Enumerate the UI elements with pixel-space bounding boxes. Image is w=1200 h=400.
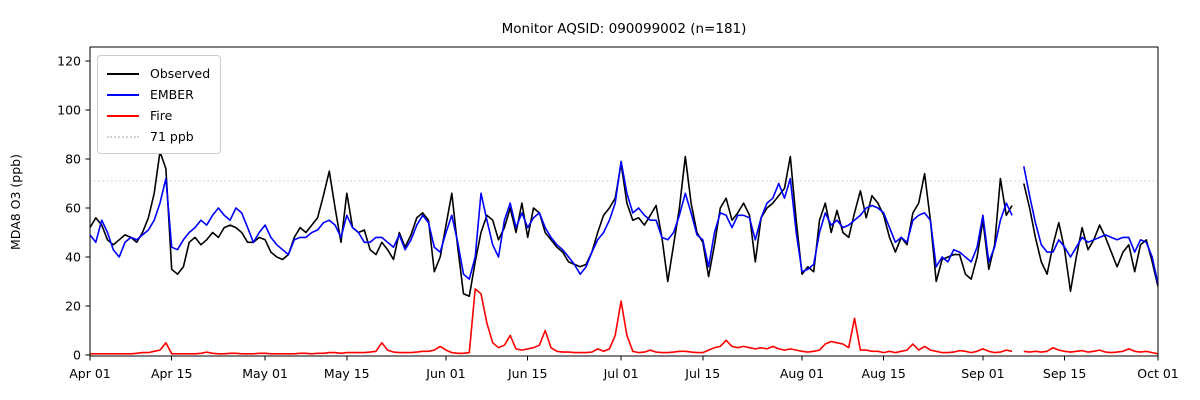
ember-line-swatch: [107, 93, 139, 96]
y-tick-label: 80: [65, 151, 81, 166]
legend-item-ember: EMBER: [107, 84, 210, 105]
fire-line-swatch: [107, 114, 139, 117]
y-axis-label: MDA8 O3 (ppb): [8, 154, 23, 250]
y-tick-label: 0: [73, 348, 81, 363]
x-tick-label: May 01: [242, 366, 288, 381]
legend-item-observed: Observed: [107, 63, 210, 84]
legend-label-threshold: 71 ppb: [150, 129, 194, 144]
axes-frame: [89, 46, 1159, 357]
legend-item-fire: Fire: [107, 105, 210, 126]
chart-title: Monitor AQSID: 090099002 (n=181): [501, 21, 747, 37]
threshold-line-swatch: [107, 135, 139, 138]
series-observed-line: [89, 150, 1159, 297]
x-tick-label: Jul 01: [603, 366, 639, 381]
x-tick-label: Jun 15: [507, 366, 547, 381]
x-tick-label: Apr 15: [151, 366, 193, 381]
legend: Observed EMBER Fire 71 ppb: [97, 55, 222, 154]
legend-label-observed: Observed: [150, 66, 211, 81]
legend-label-ember: EMBER: [150, 87, 194, 102]
series-ember-line: [89, 160, 1159, 285]
observed-line-swatch: [107, 72, 139, 75]
x-tick-label: Aug 15: [862, 366, 906, 381]
x-tick-label: May 15: [324, 366, 370, 381]
y-tick-label: 40: [65, 250, 81, 265]
x-tick-label: Sep 01: [961, 366, 1004, 381]
y-tick-label: 20: [65, 299, 81, 314]
legend-item-threshold: 71 ppb: [107, 126, 210, 147]
y-tick-label: 60: [65, 200, 81, 215]
x-tick-label: Apr 01: [69, 366, 111, 381]
y-tick-label: 120: [57, 53, 81, 68]
x-tick-label: Oct 01: [1137, 366, 1179, 381]
x-tick-label: Jun 01: [425, 366, 465, 381]
series-fire-line: [90, 288, 1159, 355]
x-tick-label: Aug 01: [780, 366, 824, 381]
x-tick-label: Jul 15: [684, 366, 720, 381]
x-tick-label: Sep 15: [1043, 366, 1086, 381]
y-tick-label: 100: [57, 102, 81, 117]
legend-label-fire: Fire: [150, 108, 173, 123]
